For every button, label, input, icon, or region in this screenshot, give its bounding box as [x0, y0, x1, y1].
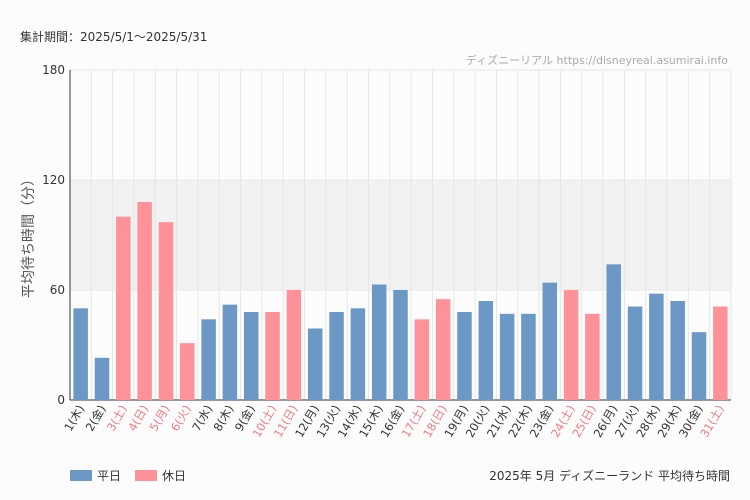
bar-17 — [414, 319, 430, 400]
legend-swatch-holiday — [135, 470, 158, 481]
bar-25 — [585, 313, 600, 400]
bar-8 — [222, 304, 238, 400]
x-tick-label: 2(金) — [83, 403, 109, 434]
bar-30 — [691, 332, 707, 400]
bar-10 — [265, 312, 280, 400]
bar-9 — [243, 312, 259, 400]
x-tick-label: 1(木) — [61, 403, 87, 434]
bar-1 — [73, 308, 88, 400]
y-axis-label: 平均待ち時間（分） — [21, 172, 37, 298]
bar-6 — [180, 343, 195, 400]
period-label: 集計期間：2025/5/1～2025/5/31 — [20, 30, 208, 44]
bar-31 — [713, 306, 728, 400]
bar-18 — [435, 299, 451, 400]
site-credit: ディズニーリアル https://disneyreal.asumirai.inf… — [465, 54, 728, 67]
bar-13 — [329, 312, 344, 400]
bar-29 — [670, 301, 685, 400]
bar-22 — [521, 313, 536, 400]
x-tick-label: 8(木) — [210, 403, 236, 434]
legend-label-holiday: 休日 — [162, 469, 187, 483]
x-tick-label: 4(日) — [125, 403, 151, 434]
x-tick-label: 3(土) — [104, 403, 130, 434]
bar-7 — [201, 319, 216, 400]
y-tick-label: 180 — [42, 63, 65, 77]
x-tick-label: 7(水) — [189, 403, 215, 434]
y-tick-label: 120 — [42, 173, 65, 187]
bar-23 — [542, 282, 558, 400]
legend-swatch-weekday — [70, 470, 92, 481]
bar-21 — [499, 313, 515, 400]
bar-5 — [158, 222, 174, 400]
bar-26 — [606, 264, 621, 400]
legend-label-weekday: 平日 — [97, 469, 122, 483]
y-tick-label: 60 — [50, 283, 65, 297]
bar-19 — [457, 312, 472, 400]
y-tick-label: 0 — [57, 393, 65, 407]
bar-3 — [116, 216, 131, 400]
bar-12 — [307, 328, 323, 400]
bar-15 — [371, 284, 387, 400]
bar-2 — [94, 357, 110, 400]
legend: 平日 休日 — [70, 467, 200, 484]
bar-4 — [137, 202, 152, 400]
legend-item-weekday[interactable]: 平日 — [70, 467, 121, 484]
bar-28 — [649, 293, 664, 400]
x-tick-label: 6(火) — [168, 403, 194, 434]
bar-11 — [286, 290, 302, 400]
bar-16 — [393, 290, 408, 400]
legend-item-holiday[interactable]: 休日 — [135, 467, 186, 484]
bar-24 — [563, 290, 579, 400]
x-tick-label: 5(月) — [147, 403, 173, 434]
bar-20 — [478, 301, 494, 400]
bar-14 — [350, 308, 366, 400]
bar-27 — [627, 306, 643, 400]
chart-subtitle: 2025年 5月 ディズニーランド 平均待ち時間 — [489, 469, 730, 483]
